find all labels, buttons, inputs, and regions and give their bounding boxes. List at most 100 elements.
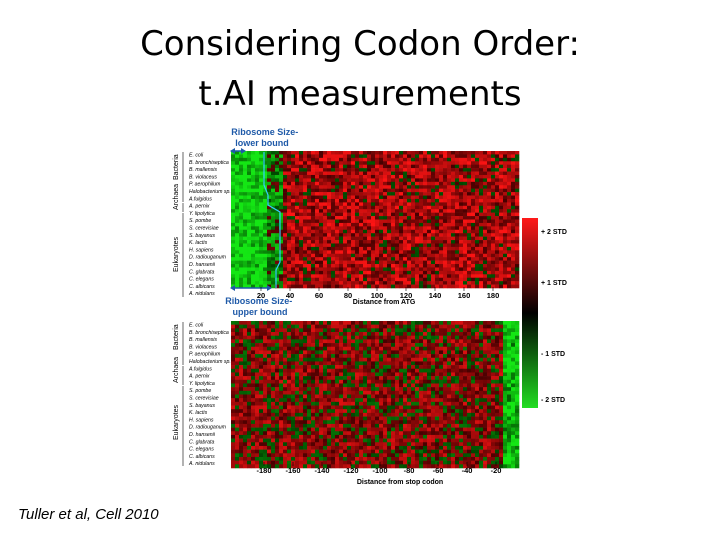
heatmap-cell [319, 390, 324, 395]
heatmap-cell [507, 205, 512, 210]
heatmap-cell [319, 246, 324, 251]
heatmap-cell [279, 257, 284, 261]
heatmap-cell [467, 405, 472, 410]
heatmap-cell [495, 343, 500, 348]
heatmap-cell [351, 328, 356, 333]
heatmap-cell [439, 339, 444, 344]
heatmap-cell [335, 390, 340, 395]
heatmap-cell [355, 394, 360, 399]
heatmap-cell [503, 416, 508, 421]
heatmap-cell [291, 174, 296, 179]
heatmap-cell [323, 222, 328, 227]
heatmap-cell [419, 198, 424, 203]
heatmap-cell [235, 270, 240, 275]
heatmap-cell [487, 202, 492, 207]
heatmap-cell [331, 350, 336, 355]
heatmap-cell [371, 233, 376, 237]
heatmap-cell [399, 212, 404, 217]
heatmap-cell [323, 365, 328, 370]
heatmap-cell [275, 257, 280, 261]
heatmap-cell [507, 343, 512, 348]
heatmap-cell [239, 281, 244, 285]
heatmap-cell [335, 171, 340, 176]
heatmap-cell [407, 192, 412, 196]
heatmap-cell [487, 405, 492, 410]
heatmap-cell [467, 420, 472, 425]
heatmap-cell [259, 168, 264, 172]
heatmap-cell [359, 168, 364, 172]
heatmap-cell [403, 416, 408, 421]
heatmap-cell [283, 216, 288, 220]
heatmap-cell [403, 243, 408, 248]
heatmap-cell [507, 157, 512, 162]
heatmap-cell [235, 212, 240, 217]
heatmap-cell [371, 354, 376, 359]
heatmap-cell [287, 202, 292, 207]
heatmap-cell [407, 343, 412, 348]
heatmap-cell [359, 332, 364, 336]
heatmap-cell [455, 226, 460, 231]
heatmap-cell [243, 394, 248, 399]
heatmap-cell [415, 178, 420, 183]
heatmap-cell [495, 357, 500, 362]
heatmap-cell [299, 157, 304, 162]
heatmap-cell [303, 195, 308, 200]
heatmap-cell [511, 398, 516, 403]
heatmap-cell [407, 157, 412, 162]
heatmap-cell [363, 195, 368, 200]
heatmap-cell [243, 195, 248, 200]
heatmap-cell [447, 335, 452, 340]
heatmap-cell [447, 260, 452, 265]
heatmap-cell [499, 205, 504, 210]
heatmap-cell [247, 335, 252, 340]
heatmap-cell [315, 154, 320, 159]
heatmap-cell [343, 212, 348, 217]
heatmap-cell [479, 188, 484, 193]
heatmap-cell [343, 192, 348, 196]
heatmap-cell [407, 267, 412, 272]
heatmap-cell [247, 253, 252, 258]
heatmap-cell [427, 376, 432, 381]
heatmap-cell [343, 195, 348, 200]
heatmap-cell [251, 427, 256, 432]
heatmap-cell [355, 192, 360, 196]
heatmap-cell [287, 253, 292, 258]
heatmap-cell [291, 250, 296, 255]
heatmap-cell [395, 174, 400, 179]
heatmap-cell [267, 250, 272, 255]
heatmap-cell [271, 354, 276, 359]
heatmap-cell [343, 174, 348, 179]
heatmap-cell [451, 423, 456, 428]
heatmap-cell [307, 383, 312, 388]
heatmap-cell [383, 161, 388, 165]
heatmap-cell [279, 171, 284, 176]
heatmap-cell [471, 195, 476, 200]
heatmap-cell [443, 157, 448, 162]
heatmap-cell [359, 161, 364, 165]
heatmap-cell [347, 253, 352, 258]
heatmap-cell [267, 212, 272, 217]
heatmap-cell [427, 243, 432, 248]
heatmap-cell [367, 164, 372, 169]
heatmap-cell [263, 229, 268, 234]
heatmap-cell [311, 202, 316, 207]
heatmap-cell [355, 257, 360, 261]
heatmap-cell [451, 372, 456, 377]
heatmap-cell [475, 157, 480, 162]
heatmap-cell [271, 216, 276, 220]
heatmap-cell [319, 164, 324, 169]
heatmap-cell [331, 343, 336, 348]
heatmap-cell [327, 335, 332, 340]
heatmap-cell [231, 198, 236, 203]
heatmap-cell [283, 250, 288, 255]
heatmap-cell [371, 243, 376, 248]
heatmap-cell [403, 354, 408, 359]
heatmap-cell [419, 390, 424, 395]
heatmap-cell [363, 154, 368, 159]
heatmap-cell [383, 339, 388, 344]
heatmap-cell [455, 354, 460, 359]
heatmap-cell [379, 229, 384, 234]
heatmap-cell [327, 260, 332, 265]
heatmap-cell [435, 168, 440, 172]
heatmap-cell [471, 423, 476, 428]
